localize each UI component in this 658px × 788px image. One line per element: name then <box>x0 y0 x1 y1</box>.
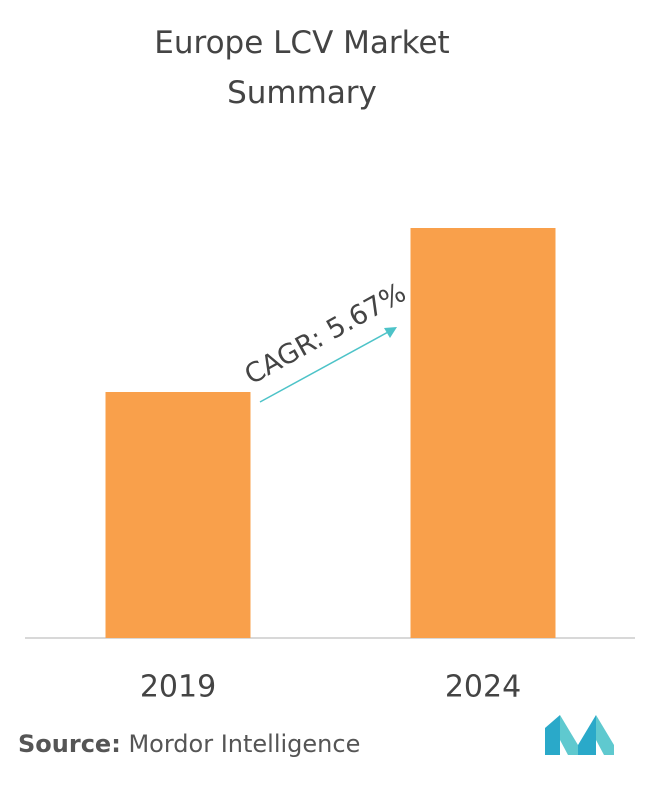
logo-shape <box>545 715 560 755</box>
cagr-arrowhead <box>384 327 397 338</box>
bar <box>105 392 251 638</box>
bar <box>410 228 556 638</box>
logo-shape <box>560 715 578 755</box>
logo-shape <box>596 715 614 755</box>
logo-shape <box>578 715 596 755</box>
chart-title: Europe LCV Market Summary <box>154 25 450 111</box>
logo <box>545 715 614 755</box>
cagr-arrow <box>259 330 391 403</box>
x-tick-label: 2024 <box>445 670 521 705</box>
source-label: Source: <box>18 730 121 758</box>
source-text: Mordor Intelligence <box>128 730 361 758</box>
x-tick-label: 2019 <box>140 670 216 705</box>
source: Source: Mordor Intelligence <box>18 730 360 758</box>
